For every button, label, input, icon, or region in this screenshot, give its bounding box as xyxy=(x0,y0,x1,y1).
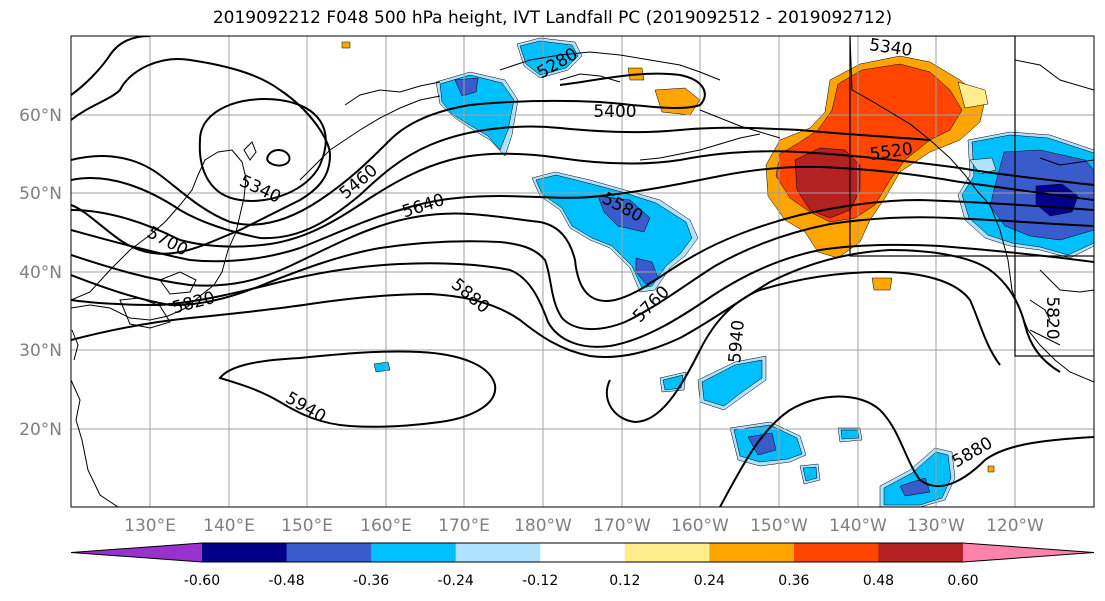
colorbar-tick-label: -0.48 xyxy=(268,573,304,589)
colorbar-tick-label: 0.36 xyxy=(778,573,809,589)
colorbar-segment xyxy=(709,543,795,562)
colorbar-segment xyxy=(878,543,964,562)
colorbar-tick-label: 0.12 xyxy=(609,573,640,589)
longitude-label: 170°W xyxy=(593,516,651,536)
map-plot-area: 5340 5340 5400 5460 5520 5580 5640 5700 … xyxy=(71,36,1094,507)
latitude-label: 40°N xyxy=(19,263,62,283)
colorbar: -0.60 -0.48 -0.36 -0.24 -0.12 0.12 0.24 … xyxy=(70,542,1095,589)
longitude-label: 130°E xyxy=(124,516,176,536)
graticule xyxy=(71,36,1094,507)
colorbar-tick-label: -0.24 xyxy=(438,573,474,589)
longitude-label: 150°E xyxy=(281,516,333,536)
longitude-label: 150°W xyxy=(750,516,808,536)
colorbar-outline xyxy=(70,542,1095,563)
landfall-region-boxes xyxy=(849,36,1094,357)
colorbar-extend-low xyxy=(71,543,202,562)
colorbar-segment xyxy=(540,543,626,562)
longitude-axis: 130°E 140°E 150°E 160°E 170°E 180°W 170°… xyxy=(124,516,1044,536)
latitude-label: 60°N xyxy=(19,106,62,126)
height-contours xyxy=(71,36,1094,507)
latitude-label: 50°N xyxy=(19,184,62,204)
colorbar-segment xyxy=(202,543,288,562)
colorbar-tick-label: -0.12 xyxy=(522,573,558,589)
contour-label: 5820 xyxy=(1042,296,1062,339)
colorbar-tick-label: 0.48 xyxy=(863,573,894,589)
longitude-label: 160°W xyxy=(671,516,729,536)
colorbar-tick-label: 0.24 xyxy=(694,573,725,589)
latitude-label: 20°N xyxy=(19,420,62,440)
colorbar-segment xyxy=(455,543,541,562)
contour-label: 5400 xyxy=(593,102,636,122)
colorbar-tick-label: -0.60 xyxy=(184,573,220,589)
longitude-label: 130°W xyxy=(907,516,965,536)
latitude-label: 30°N xyxy=(19,341,62,361)
latitude-axis: 60°N 50°N 40°N 30°N 20°N xyxy=(19,106,62,440)
colorbar-ticks: -0.60 -0.48 -0.36 -0.24 -0.12 0.12 0.24 … xyxy=(184,573,979,589)
colorbar-segment xyxy=(371,543,457,562)
longitude-label: 160°E xyxy=(360,516,412,536)
colorbar-segment xyxy=(624,543,710,562)
colorbar-tick-label: -0.36 xyxy=(353,573,389,589)
map-frame xyxy=(70,35,1095,508)
colorbar-extend-high xyxy=(963,543,1094,562)
longitude-label: 180°W xyxy=(514,516,572,536)
map-title: 2019092212 F048 500 hPa height, IVT Land… xyxy=(212,8,893,28)
longitude-label: 140°W xyxy=(829,516,887,536)
colorbar-tick-label: 0.60 xyxy=(947,573,978,589)
longitude-label: 170°E xyxy=(438,516,490,536)
colorbar-segment xyxy=(793,543,879,562)
longitude-label: 120°W xyxy=(986,516,1044,536)
colorbar-segments xyxy=(70,542,1095,563)
contour-label: 5940 xyxy=(725,319,749,364)
longitude-label: 140°E xyxy=(203,516,255,536)
colorbar-segment xyxy=(286,543,372,562)
